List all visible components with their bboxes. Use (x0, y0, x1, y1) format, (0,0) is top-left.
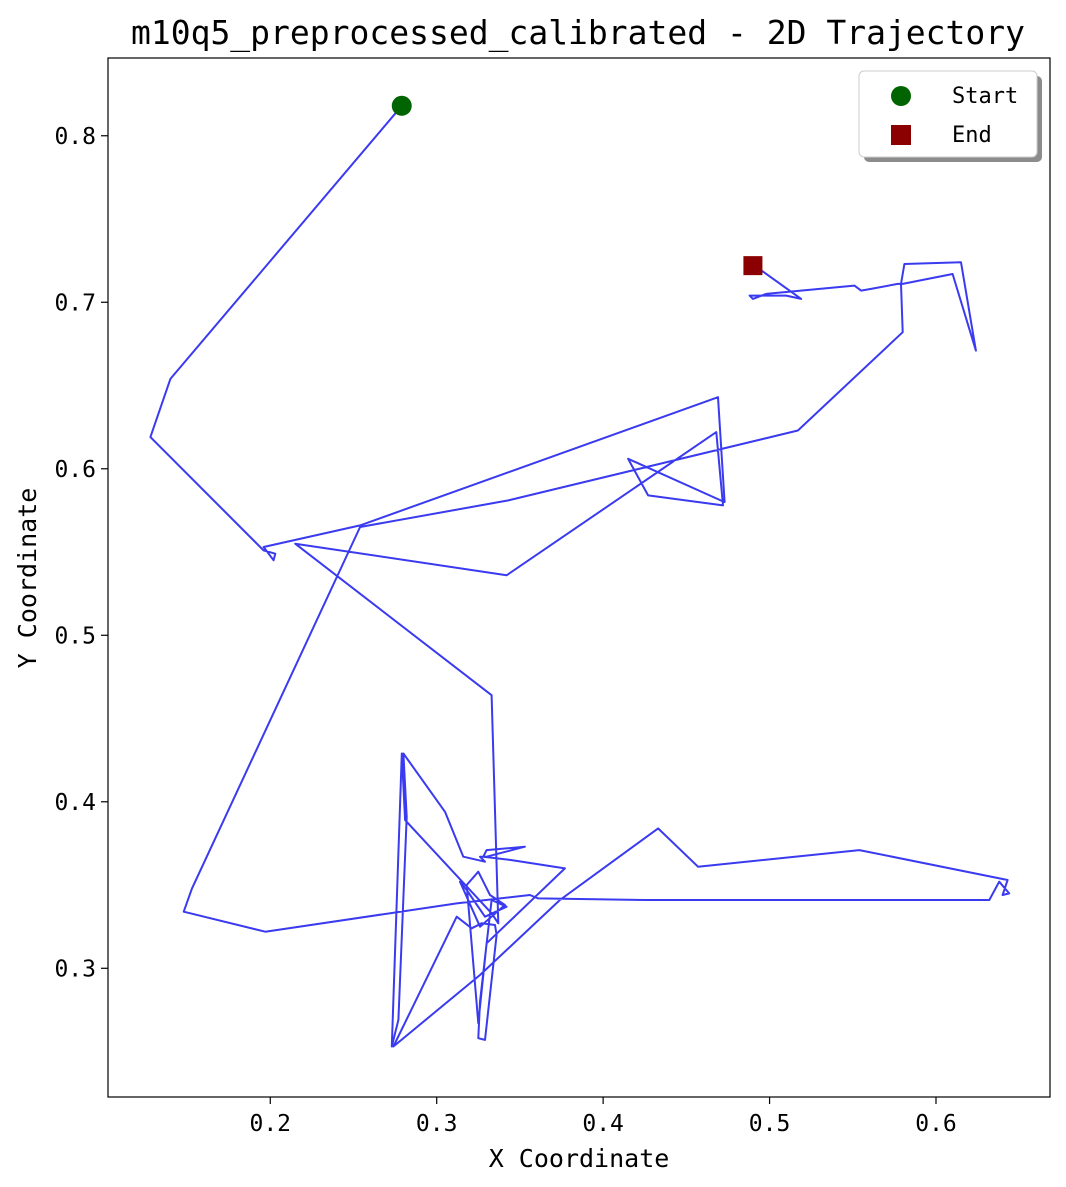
y-tick-label: 0.8 (54, 124, 96, 150)
legend-start-label: Start (952, 84, 1018, 109)
legend-start-marker (891, 86, 911, 106)
x-tick-label: 0.5 (749, 1111, 791, 1137)
legend-end-label: End (952, 123, 992, 148)
y-axis-label: Y Coordinate (13, 488, 42, 669)
x-tick-label: 0.2 (249, 1111, 291, 1137)
plot-area (107, 57, 1051, 1098)
start-marker (391, 95, 412, 116)
y-axis: 0.3 0.4 0.5 0.6 0.7 0.8 (54, 124, 108, 982)
x-axis-label: X Coordinate (489, 1144, 670, 1173)
x-tick-label: 0.3 (416, 1111, 458, 1137)
y-tick-label: 0.7 (54, 290, 96, 316)
y-tick-label: 0.6 (54, 457, 96, 483)
trajectory-line (149, 104, 1011, 1048)
end-marker (743, 256, 763, 276)
plot-frame (107, 57, 1051, 1098)
x-tick-label: 0.4 (582, 1111, 624, 1137)
y-tick-label: 0.5 (54, 623, 96, 649)
x-tick-label: 0.6 (915, 1111, 957, 1137)
x-axis: 0.2 0.3 0.4 0.5 0.6 (249, 1097, 957, 1137)
legend-end-marker (891, 125, 911, 145)
y-tick-label: 0.3 (54, 956, 96, 982)
y-tick-label: 0.4 (54, 790, 96, 816)
legend: Start End (858, 70, 1042, 162)
chart-title: m10q5_preprocessed_calibrated - 2D Traje… (131, 13, 1025, 53)
